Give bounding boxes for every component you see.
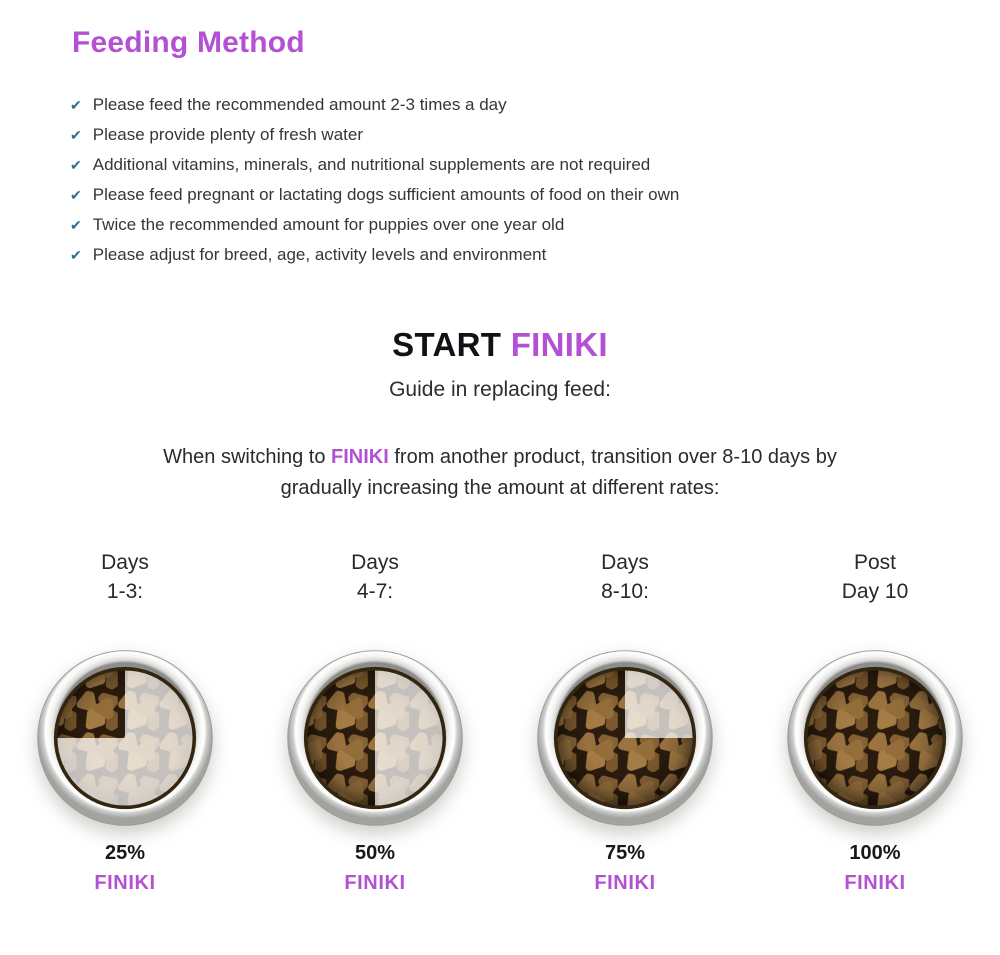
feeding-method-heading: Feeding Method [72,26,305,59]
period-line2: 8-10: [601,580,649,603]
period-line1: Days [351,551,399,574]
bullet-text: Twice the recommended amount for puppies… [92,215,565,234]
bullet-text: Please adjust for breed, age, activity l… [92,245,547,264]
description-post: from another product, transition over 8-… [280,446,837,499]
list-item: ✔ Please feed the recommended amount 2-3… [70,90,1000,120]
brand-label: FINIKI [344,872,406,894]
dog-food-bowl-image [787,650,963,826]
percent-label: 50% [354,842,396,864]
transition-steps: Days 1-3: 25% FINIKI Days 4-7: [0,548,1000,895]
period-line1: Days [601,551,649,574]
check-icon: ✔ [70,157,82,173]
transition-step-days-1-3: Days 1-3: 25% FINIKI [0,548,250,895]
period-line2: Day 10 [841,580,909,603]
percent-label: 100% [849,842,901,864]
transition-step-days-4-7: Days 4-7: 50% FINIKI [250,548,500,895]
period-label: Days 8-10: [500,548,750,606]
list-item: ✔ Additional vitamins, minerals, and nut… [70,150,1000,180]
check-icon: ✔ [70,247,82,263]
list-item: ✔ Please feed pregnant or lactating dogs… [70,180,1000,210]
non-finiki-fade-overlay [625,670,693,738]
brand-label: FINIKI [844,872,906,894]
check-icon: ✔ [70,97,82,113]
period-line1: Post [853,551,897,574]
transition-step-days-8-10: Days 8-10: 75% FINIKI [500,548,750,895]
period-line1: Days [101,551,149,574]
dog-food-bowl-image [287,650,463,826]
start-word: START [392,326,502,363]
percent-label: 25% [104,842,146,864]
check-icon: ✔ [70,187,82,203]
brand-inline: FINIKI [331,446,389,468]
bullet-text: Please provide plenty of fresh water [92,125,363,144]
feeding-method-section: Feeding Method ✔ Please feed the recomme… [0,0,1000,270]
bullet-text: Please feed the recommended amount 2-3 t… [92,95,507,114]
brand-label: FINIKI [594,872,656,894]
list-item: ✔ Please provide plenty of fresh water [70,120,1000,150]
check-icon: ✔ [70,127,82,143]
check-icon: ✔ [70,217,82,233]
list-item: ✔ Please adjust for breed, age, activity… [70,240,1000,270]
period-label: Days 4-7: [250,548,500,606]
period-label: Days 1-3: [0,548,250,606]
non-finiki-fade-overlay [375,670,443,806]
description-pre: When switching to [163,446,332,468]
brand-word: FINIKI [510,326,608,363]
dog-food-bowl-image [537,650,713,826]
period-line2: 4-7: [356,580,394,603]
start-finiki-heading: START FINIKI [0,326,1000,364]
bullet-text: Additional vitamins, minerals, and nutri… [92,155,651,174]
brand-label: FINIKI [94,872,156,894]
transition-step-post-day-10: Post Day 10 100% FINIKI [750,548,1000,895]
transition-description: When switching to FINIKI from another pr… [150,442,850,504]
feeding-method-list: ✔ Please feed the recommended amount 2-3… [70,90,1000,270]
guide-subtitle: Guide in replacing feed: [389,378,611,401]
percent-label: 75% [604,842,646,864]
period-line2: 1-3: [106,580,144,603]
list-item: ✔ Twice the recommended amount for puppi… [70,210,1000,240]
start-finiki-section: START FINIKI Guide in replacing feed: Wh… [0,326,1000,895]
non-finiki-fade-overlay [57,670,193,806]
dog-food-bowl-image [37,650,213,826]
period-label: Post Day 10 [750,548,1000,606]
bullet-text: Please feed pregnant or lactating dogs s… [92,185,680,204]
